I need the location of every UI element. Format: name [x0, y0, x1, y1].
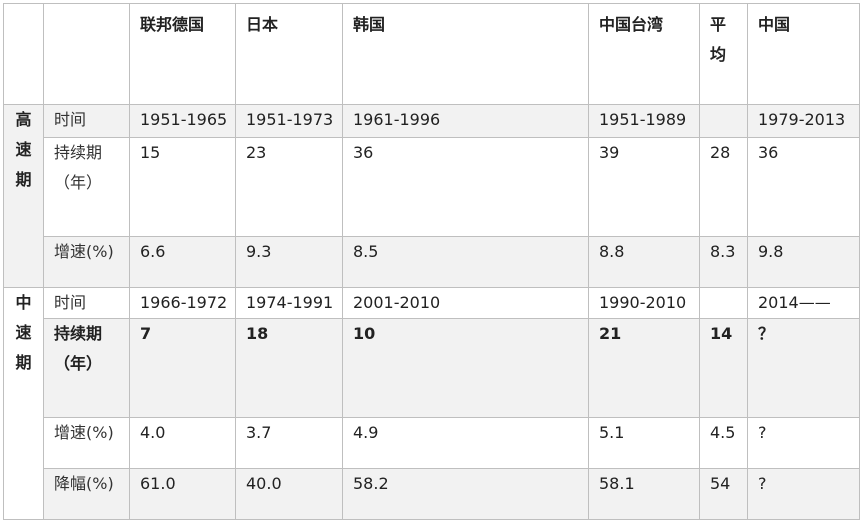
table-cell: 6.6 [129, 236, 236, 288]
row-label: 持续期 （年） [43, 137, 130, 237]
table-cell: 5.1 [588, 417, 700, 469]
table-row: 持续期 （年） 7 18 10 21 14 ？ [4, 318, 860, 418]
table-cell: 1951-1989 [588, 104, 700, 138]
table-cell: 36 [342, 137, 589, 237]
row-label: 持续期 （年） [43, 318, 130, 418]
table-cell: 1990-2010 [588, 287, 700, 319]
table-cell: 58.1 [588, 468, 700, 520]
table-cell: ? [747, 468, 860, 520]
table-cell [699, 104, 748, 138]
table-cell: 54 [699, 468, 748, 520]
table-cell: 1966-1972 [129, 287, 236, 319]
table-cell: 4.5 [699, 417, 748, 469]
header-taiwan: 中国台湾 [588, 3, 700, 105]
header-empty-2 [43, 3, 130, 105]
header-average-line-1: 平 [710, 15, 727, 34]
group-char: 高 [15, 110, 32, 129]
row-label: 增速(%) [43, 417, 130, 469]
table-row: 持续期 （年） 15 23 36 39 28 36 [4, 137, 860, 237]
table-cell: 14 [699, 318, 748, 418]
header-japan: 日本 [235, 3, 343, 105]
group-char: 速 [15, 140, 32, 159]
row-label: 增速(%) [43, 236, 130, 288]
table-cell: 8.5 [342, 236, 589, 288]
row-label-line: （年） [54, 354, 103, 373]
table-cell: ？ [747, 318, 860, 418]
row-label-line: 持续期 [54, 324, 103, 343]
table-row: 增速(%) 4.0 3.7 4.9 5.1 4.5 ? [4, 417, 860, 469]
table-row: 降幅(%) 61.0 40.0 58.2 58.1 54 ? [4, 468, 860, 520]
table-row: 增速(%) 6.6 9.3 8.5 8.8 8.3 9.8 [4, 236, 860, 288]
header-average: 平 均 [699, 3, 748, 105]
table-cell [699, 287, 748, 319]
table-row: 中 速 期 时间 1966-1972 1974-1991 2001-2010 1… [3, 287, 860, 520]
table-cell: 4.9 [342, 417, 589, 469]
row-label: 时间 [43, 104, 130, 138]
table-cell: 2014—— [747, 287, 860, 319]
table-cell: 58.2 [342, 468, 589, 520]
table-cell: 61.0 [129, 468, 236, 520]
table-cell: 1961-1996 [342, 104, 589, 138]
table-cell: 3.7 [235, 417, 343, 469]
table-cell: 9.3 [235, 236, 343, 288]
table-cell: 8.3 [699, 236, 748, 288]
header-row: 联邦德国 日本 韩国 中国台湾 平 均 中国 [3, 3, 860, 105]
header-west-germany: 联邦德国 [129, 3, 236, 105]
header-china: 中国 [747, 3, 860, 105]
group-char: 期 [15, 353, 32, 372]
comparison-table: 联邦德国 日本 韩国 中国台湾 平 均 中国 高 速 期 时间 1951-196… [3, 3, 860, 520]
header-average-line-2: 均 [710, 45, 727, 64]
row-label-line: （年） [54, 173, 103, 192]
table-cell: 9.8 [747, 236, 860, 288]
table-cell: 21 [588, 318, 700, 418]
table-cell: 15 [129, 137, 236, 237]
table-cell: 4.0 [129, 417, 236, 469]
table-cell: 23 [235, 137, 343, 237]
group-char: 期 [15, 170, 32, 189]
table-cell: 40.0 [235, 468, 343, 520]
table-cell: 1979-2013 [747, 104, 860, 138]
table-cell: 28 [699, 137, 748, 237]
group-label-medium-speed: 中 速 期 [3, 287, 44, 520]
group-char: 速 [15, 323, 32, 342]
row-label: 时间 [43, 287, 130, 319]
table-row: 高 速 期 时间 1951-1965 1951-1973 1961-1996 1… [3, 104, 860, 288]
table-cell: 36 [747, 137, 860, 237]
table-cell: 7 [129, 318, 236, 418]
table-cell: 2001-2010 [342, 287, 589, 319]
table-cell: 8.8 [588, 236, 700, 288]
header-korea: 韩国 [342, 3, 589, 105]
table-cell: 1951-1973 [235, 104, 343, 138]
table-cell: 39 [588, 137, 700, 237]
table-cell: 1951-1965 [129, 104, 236, 138]
group-label-high-speed: 高 速 期 [3, 104, 44, 288]
table-cell: 1974-1991 [235, 287, 343, 319]
table-cell: 10 [342, 318, 589, 418]
group-char: 中 [15, 293, 32, 312]
row-label-line: 持续期 [54, 143, 103, 162]
header-empty-1 [3, 3, 44, 105]
table-cell: 18 [235, 318, 343, 418]
row-label: 降幅(%) [43, 468, 130, 520]
table-cell: ? [747, 417, 860, 469]
